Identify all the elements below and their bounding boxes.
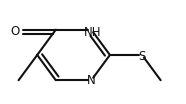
Text: O: O [10, 25, 20, 38]
Text: N: N [87, 74, 96, 87]
Text: NH: NH [84, 26, 102, 39]
Text: S: S [138, 50, 146, 63]
